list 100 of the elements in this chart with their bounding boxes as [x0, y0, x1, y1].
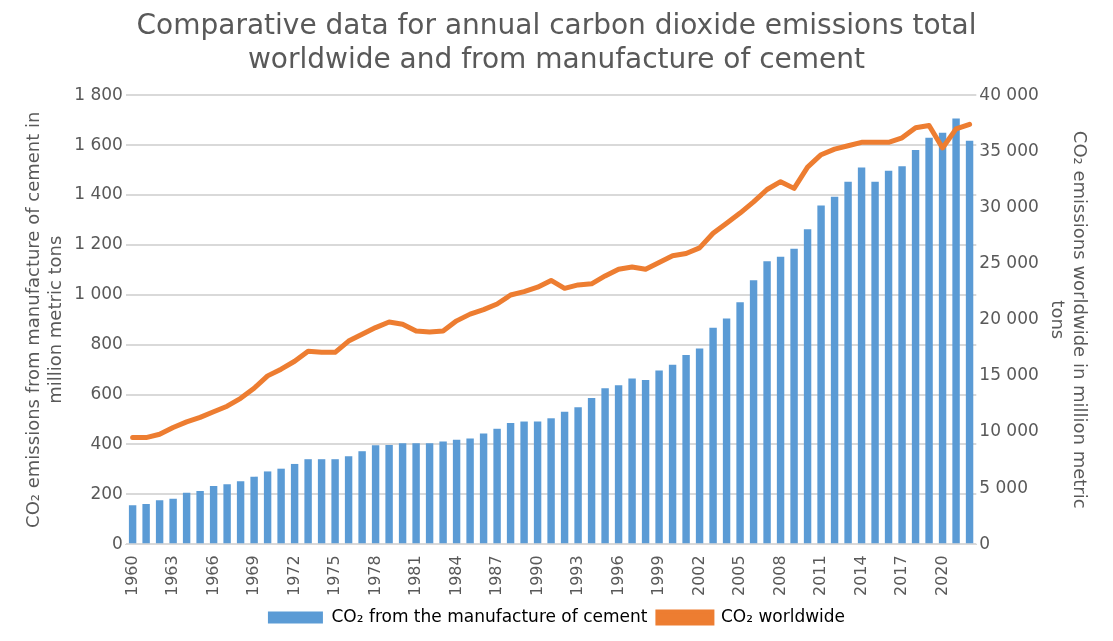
x-tick-label: 1966 — [202, 555, 222, 596]
x-tick-label: 1981 — [405, 555, 425, 596]
bar — [196, 490, 204, 544]
bar — [803, 229, 812, 544]
legend-label: CO₂ worldwide — [720, 605, 846, 626]
y-tick-label: 1 800 — [74, 83, 123, 104]
bar — [776, 256, 785, 544]
bar — [263, 471, 272, 544]
x-tick-label: 1996 — [607, 555, 627, 596]
bar — [871, 181, 879, 544]
bar — [290, 463, 299, 544]
y-tick-label: 1 200 — [74, 233, 123, 254]
y2-axis-title: CO₂ emissions worldwide in million metric tons — [1047, 130, 1091, 509]
y2-tick-label: 15 000 — [979, 364, 1039, 385]
bar — [574, 407, 582, 544]
bar — [965, 140, 974, 544]
legend-label: CO₂ from the manufacture of cement — [331, 605, 648, 626]
bar — [547, 418, 555, 544]
y-tick-label: 1 000 — [74, 283, 123, 304]
y-axis-title: CO₂ emissions from manufacture of cement in million metric tons — [22, 111, 66, 528]
y-tick-label: 600 — [90, 383, 123, 404]
bar — [479, 433, 488, 544]
bar — [371, 445, 380, 544]
bar — [385, 444, 393, 544]
bar — [709, 327, 717, 544]
bar — [614, 385, 623, 544]
x-tick-label: 1972 — [283, 555, 303, 596]
x-tick-label: 2002 — [688, 555, 708, 596]
bar — [560, 411, 569, 544]
bar — [628, 378, 636, 544]
bar — [452, 439, 461, 544]
bar — [425, 443, 434, 544]
x-tick-label: 1963 — [162, 555, 182, 596]
y-tick-label: 800 — [90, 333, 123, 354]
x-tick-label: 2014 — [850, 555, 870, 596]
bar — [911, 150, 920, 544]
x-tick-label: 2020 — [931, 555, 951, 596]
bar — [695, 348, 704, 544]
x-tick-label: 2011 — [810, 555, 830, 596]
bar — [155, 500, 164, 544]
bar — [844, 181, 852, 544]
bar — [412, 443, 420, 544]
x-tick-label: 1993 — [567, 555, 587, 596]
y-tick-label: 200 — [90, 482, 123, 503]
bar — [493, 428, 501, 544]
bar — [169, 498, 177, 544]
bar — [223, 484, 231, 544]
x-tick-label: 1987 — [486, 555, 506, 596]
bar — [952, 118, 960, 544]
y-tick-label: 0 — [112, 532, 123, 553]
bar — [668, 364, 677, 544]
bar — [749, 280, 758, 544]
bar — [317, 459, 326, 544]
bar — [817, 205, 825, 544]
bar — [533, 421, 542, 544]
x-tick-label: 2005 — [729, 555, 749, 596]
bar — [236, 481, 245, 544]
y-tick-label: 400 — [90, 432, 123, 453]
y2-tick-label: 5 000 — [979, 476, 1028, 497]
x-tick-label: 1984 — [445, 555, 465, 596]
chart-title: Comparative data for annual carbon dioxide emissions total worldwide and from manufacture of cement — [136, 8, 977, 75]
bar — [277, 468, 285, 544]
x-tick-label: 2008 — [769, 555, 789, 596]
bar — [304, 459, 312, 544]
x-tick-label: 2017 — [891, 555, 911, 596]
bar — [250, 476, 258, 544]
y2-tick-label: 0 — [979, 532, 991, 553]
bar — [898, 166, 906, 544]
y-tick-label: 1 600 — [74, 133, 123, 154]
bar — [142, 504, 150, 544]
bar — [763, 261, 771, 544]
bar — [830, 196, 839, 544]
bar — [506, 423, 515, 544]
bar — [358, 451, 366, 544]
bar — [736, 302, 744, 544]
bar — [682, 354, 690, 544]
bar — [398, 443, 407, 544]
y2-tick-label: 40 000 — [979, 83, 1039, 104]
x-tick-label: 1978 — [364, 555, 384, 596]
bar — [331, 459, 339, 544]
y2-tick-label: 20 000 — [979, 308, 1039, 329]
bar — [128, 505, 137, 544]
bar — [439, 441, 447, 544]
bar — [938, 132, 947, 544]
bar — [641, 380, 650, 544]
bar — [344, 456, 353, 544]
x-tick-label: 1975 — [324, 555, 344, 596]
y2-tick-label: 35 000 — [979, 139, 1039, 160]
x-tick-label: 1960 — [121, 555, 141, 596]
y2-tick-label: 10 000 — [979, 420, 1039, 441]
bar — [209, 485, 218, 544]
bar — [790, 248, 798, 544]
x-tick-label: 1990 — [526, 555, 546, 596]
bar — [925, 137, 933, 544]
y-tick-label: 1 400 — [74, 183, 123, 204]
bar — [601, 388, 609, 544]
bar — [722, 318, 731, 544]
x-tick-label: 1999 — [648, 555, 668, 596]
y2-tick-label: 30 000 — [979, 195, 1039, 216]
bar — [587, 398, 596, 544]
